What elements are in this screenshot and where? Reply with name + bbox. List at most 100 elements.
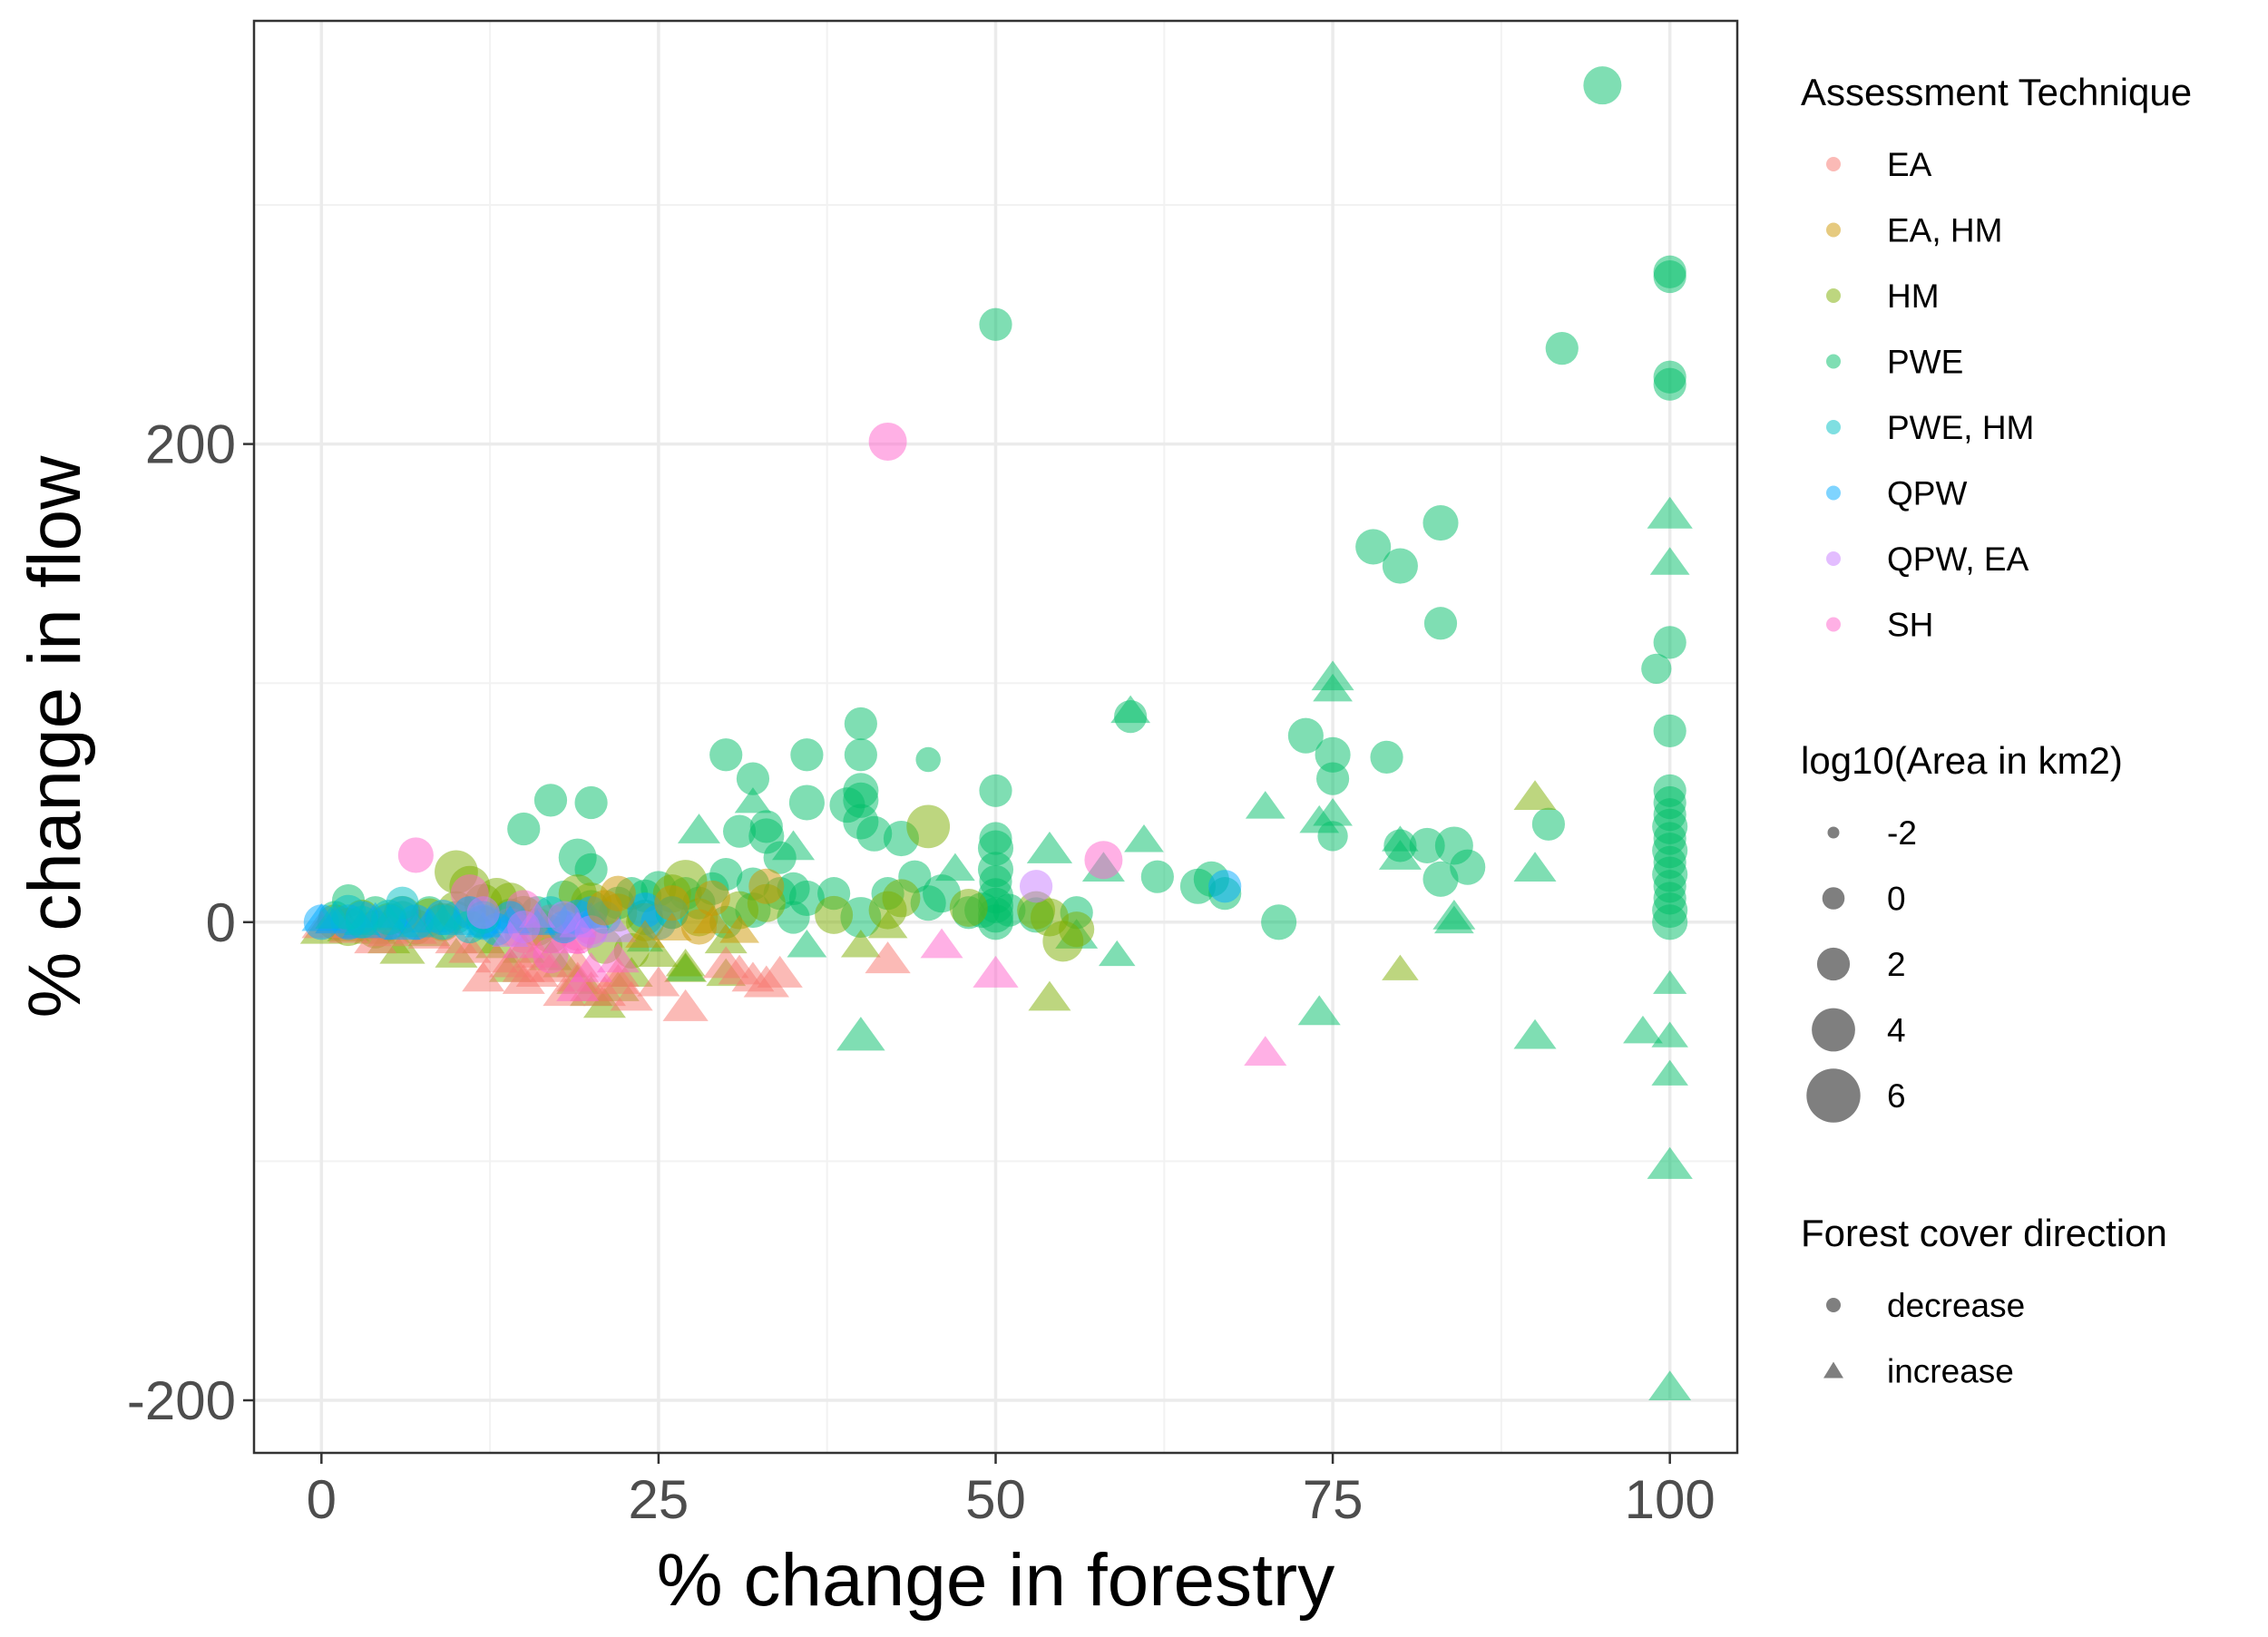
size-legend-label: 0 <box>1887 881 1906 918</box>
data-point-triangle <box>865 941 911 974</box>
points-layer <box>299 66 1693 1401</box>
data-point-triangle <box>1513 852 1557 882</box>
color-legend-key <box>1826 551 1841 566</box>
data-point-circle <box>748 868 785 904</box>
data-point-circle <box>1583 66 1622 105</box>
color-legend-label: SH <box>1887 607 1933 644</box>
data-point-circle <box>1531 807 1566 841</box>
data-point-triangle <box>1433 905 1474 934</box>
x-tick-label: 25 <box>629 1469 689 1530</box>
data-point-triangle <box>492 921 529 948</box>
data-point-circle <box>1017 891 1056 930</box>
color-legend-label: QPW, EA <box>1887 541 2029 578</box>
data-point-triangle <box>639 939 679 968</box>
data-point-circle <box>1370 740 1403 775</box>
axis-layer: 0 25 50 75 100 -200 0 200 <box>127 414 1716 1530</box>
data-point-circle <box>1208 870 1242 903</box>
data-point-triangle <box>370 904 407 931</box>
grid-layer <box>254 21 1737 1453</box>
data-point-circle <box>979 774 1012 807</box>
data-point-circle <box>1422 505 1459 541</box>
x-tick-label: 0 <box>307 1469 337 1530</box>
data-point-triangle <box>734 787 772 814</box>
data-point-circle <box>466 896 500 930</box>
data-point-circle <box>868 891 907 930</box>
data-point-circle <box>586 890 623 926</box>
data-point-triangle <box>1623 1015 1663 1044</box>
data-point-triangle <box>343 909 381 935</box>
data-point-circle <box>397 837 434 873</box>
data-point-triangle <box>692 905 733 934</box>
data-point-triangle <box>935 853 975 882</box>
data-point-triangle <box>920 928 963 959</box>
shape-legend-key-triangle <box>1823 1361 1843 1379</box>
data-point-triangle <box>462 961 505 992</box>
data-point-circle <box>533 784 568 817</box>
data-point-circle <box>574 785 608 820</box>
size-legend-label: -2 <box>1887 814 1917 852</box>
data-point-triangle <box>1382 954 1419 980</box>
data-point-circle <box>1653 626 1686 659</box>
data-point-circle <box>1355 529 1392 565</box>
data-point-triangle <box>424 904 462 931</box>
data-point-triangle <box>651 912 692 941</box>
data-point-triangle <box>315 901 356 929</box>
color-legend-title: Assessment Technique <box>1801 71 2192 113</box>
data-point-triangle <box>1244 1036 1287 1067</box>
data-point-circle <box>709 738 743 772</box>
size-legend-key <box>1806 1068 1861 1123</box>
size-legend-key <box>1812 1008 1855 1052</box>
data-point-triangle <box>397 911 435 938</box>
data-point-circle <box>654 885 690 921</box>
data-point-circle <box>915 746 941 773</box>
x-tick-label: 75 <box>1303 1469 1364 1530</box>
data-point-triangle <box>840 929 881 958</box>
data-point-circle <box>1059 911 1095 948</box>
color-legend-label: EA, HM <box>1887 212 2002 249</box>
data-point-circle <box>1653 259 1686 294</box>
x-tick-label: 50 <box>965 1469 1026 1530</box>
data-point-triangle <box>1513 1018 1557 1049</box>
data-point-circle <box>949 888 988 927</box>
data-point-triangle <box>1647 496 1693 529</box>
data-point-circle <box>1641 653 1672 685</box>
data-point-triangle <box>787 929 827 958</box>
y-tick-label: 0 <box>206 892 236 953</box>
data-point-circle <box>1653 367 1686 401</box>
shape-legend-label: decrease <box>1887 1287 2025 1324</box>
data-point-triangle <box>475 942 519 973</box>
data-point-circle <box>1545 332 1579 365</box>
data-point-circle <box>844 738 877 772</box>
data-point-circle <box>790 738 824 772</box>
data-point-triangle <box>570 951 613 982</box>
data-point-circle <box>722 814 757 848</box>
data-point-circle <box>1423 607 1458 640</box>
data-point-triangle <box>596 942 640 973</box>
color-legend-key <box>1826 354 1841 369</box>
data-point-circle <box>1315 736 1351 773</box>
data-point-triangle <box>1378 840 1422 870</box>
size-legend-key <box>1827 826 1840 839</box>
data-point-circle <box>992 893 1026 927</box>
data-point-circle <box>1261 904 1297 940</box>
data-point-circle <box>788 784 825 821</box>
data-point-circle <box>777 901 810 934</box>
data-point-circle <box>1450 849 1486 885</box>
data-point-triangle <box>973 955 1019 988</box>
data-point-circle <box>979 307 1012 341</box>
data-point-circle <box>1315 762 1350 795</box>
size-legend-label: 2 <box>1887 946 1906 983</box>
data-point-circle <box>1084 841 1123 880</box>
color-legend-key <box>1826 222 1841 238</box>
data-point-triangle <box>1026 831 1073 863</box>
data-point-circle <box>868 422 907 461</box>
data-point-triangle <box>518 901 556 928</box>
size-legend-title: log10(Area in km2) <box>1801 739 2123 782</box>
data-point-circle <box>1409 827 1445 863</box>
shape-legend-label: increase <box>1887 1353 2014 1390</box>
data-point-circle <box>1140 860 1174 893</box>
data-point-triangle <box>718 954 761 985</box>
data-point-triangle <box>1313 673 1353 702</box>
